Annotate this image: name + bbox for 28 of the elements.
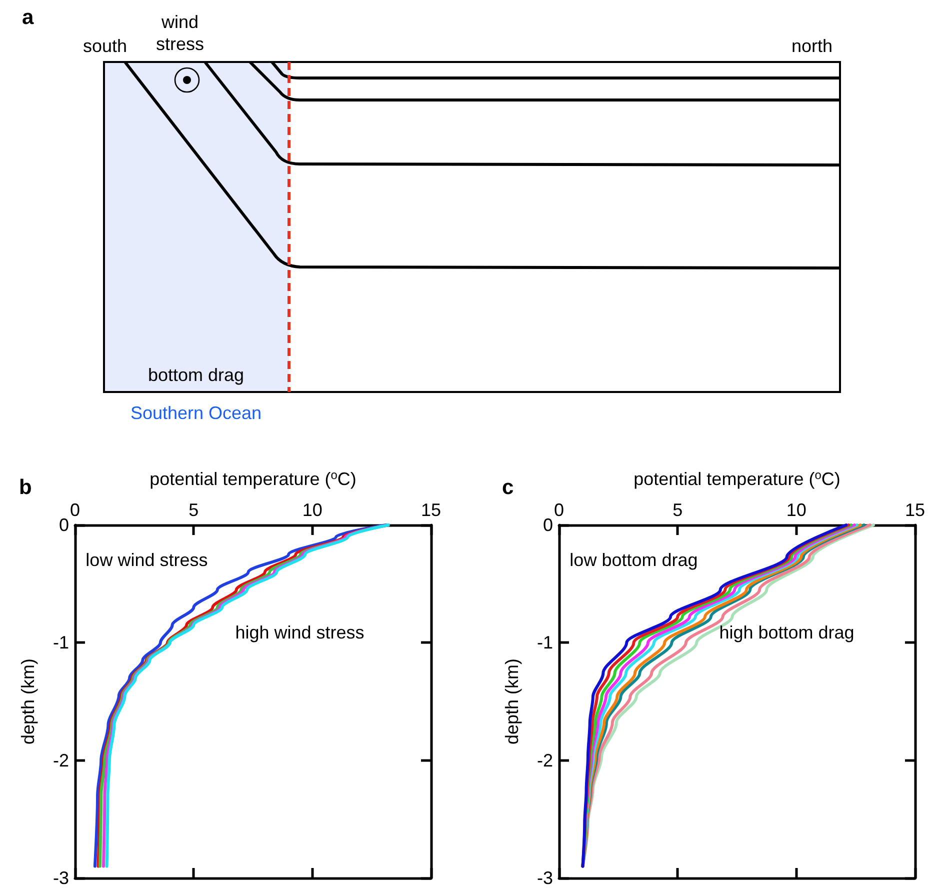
text: wind stress (156, 12, 204, 54)
x-tick-label: 10 (302, 500, 322, 520)
y-tick-label: -1 (52, 632, 69, 653)
chart-title: b (19, 476, 32, 499)
x-tick-label: 10 (786, 500, 806, 520)
x-tick-label: 5 (672, 500, 683, 520)
x-tick-label: 5 (188, 500, 199, 520)
y-tick-label: -2 (52, 750, 69, 770)
y-tick-label: -2 (536, 750, 553, 770)
annotation: high bottom drag (719, 622, 854, 642)
y-axis-title: depth (km) (18, 658, 38, 745)
text: Southern Ocean (130, 403, 262, 423)
annotation: high wind stress (235, 622, 364, 642)
text: a (22, 6, 34, 29)
x-tick-label: 15 (904, 500, 926, 520)
y-tick-label: 0 (542, 515, 553, 535)
y-tick-label: -3 (52, 868, 69, 888)
y-axis-title: depth (km) (502, 658, 522, 745)
y-tick-label: -3 (536, 868, 553, 888)
x-tick-label: 15 (420, 500, 442, 520)
annotation: low wind stress (86, 550, 208, 570)
y-tick-label: -1 (536, 632, 553, 653)
text: south (82, 36, 128, 56)
annotation: low bottom drag (570, 550, 698, 570)
text: bottom drag (148, 365, 244, 385)
text: north (791, 36, 833, 56)
y-tick-label: 0 (58, 515, 69, 535)
chart-title: c (502, 476, 514, 499)
